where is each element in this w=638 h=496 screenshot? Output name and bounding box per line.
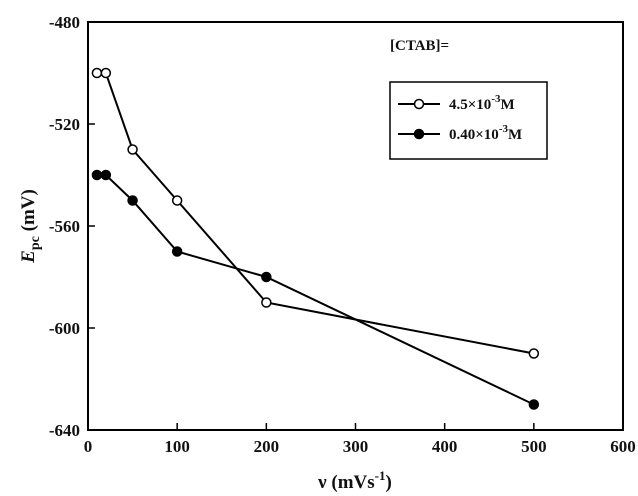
series-2-point-1 xyxy=(100,169,112,181)
legend-title: [CTAB]= xyxy=(390,38,449,54)
x-tick-label-1: 100 xyxy=(164,437,190,456)
y-tick-label-0: -480 xyxy=(49,13,80,32)
x-tick-label-4: 400 xyxy=(432,437,458,456)
legend-marker-series-1 xyxy=(413,98,425,110)
x-axis-title: ν (mVs-1) xyxy=(317,468,392,493)
x-tick-label-0: 0 xyxy=(84,437,93,456)
legend-label-series-2: 0.40×10-3M xyxy=(449,123,522,143)
x-tick-label-3: 300 xyxy=(343,437,369,456)
series-group xyxy=(91,67,540,410)
series-2-point-5 xyxy=(528,399,540,410)
series-1-point-3 xyxy=(171,195,183,206)
legend-marker-series-2 xyxy=(413,128,425,140)
y-tick-label-4: -640 xyxy=(49,421,80,440)
x-tick-label-6: 600 xyxy=(610,437,636,456)
series-1-point-4 xyxy=(261,297,272,308)
series-1-point-1 xyxy=(100,67,112,79)
legend-box xyxy=(389,81,548,160)
ticks: 0 100 200 300 400 500 600 -480 -520 -560 -600 -640 xyxy=(49,13,636,456)
legend-label-series-1: 4.5×10-3M xyxy=(449,93,515,113)
y-tick-label-2: -560 xyxy=(49,217,80,236)
y-axis-title: Epc (mV) xyxy=(18,189,43,264)
series-2-point-0 xyxy=(91,169,103,181)
series-2-point-4 xyxy=(261,271,272,283)
series-1-point-2 xyxy=(127,144,138,155)
series-1-point-5 xyxy=(528,348,540,359)
y-tick-label-3: -600 xyxy=(49,319,80,338)
y-tick-label-1: -520 xyxy=(49,115,80,134)
x-tick-label-2: 200 xyxy=(254,437,280,456)
series-2-point-3 xyxy=(171,246,183,257)
series-1-point-0 xyxy=(91,67,103,79)
x-tick-label-5: 500 xyxy=(521,437,547,456)
series-2-point-2 xyxy=(127,195,138,206)
series-2-line xyxy=(96,174,535,406)
